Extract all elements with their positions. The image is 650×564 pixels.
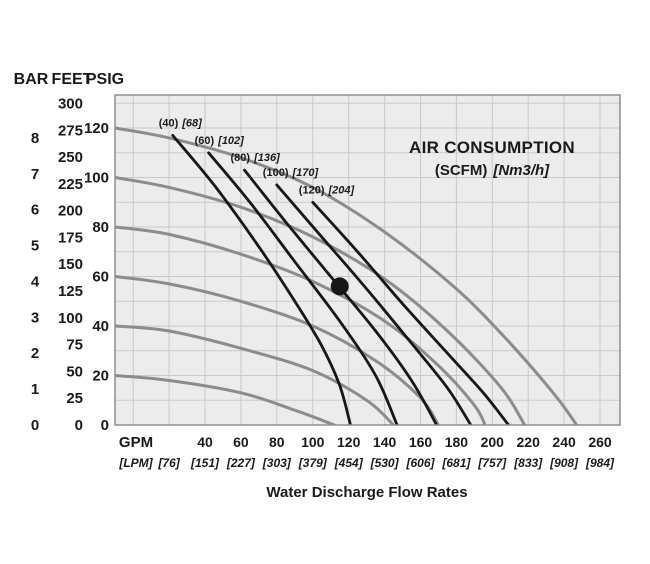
psig-tick-label: 0	[101, 417, 109, 434]
lpm-tick-label: [908]	[549, 456, 579, 470]
lpm-tick-label: [833]	[513, 456, 543, 470]
gpm-tick-label: 80	[269, 434, 285, 450]
air-curve-label: (100) [170]	[263, 167, 319, 179]
x-unit-gpm: GPM	[119, 434, 153, 451]
feet-tick-label: 100	[58, 310, 83, 327]
bar-tick-label: 1	[31, 381, 39, 398]
psig-tick-label: 20	[92, 368, 109, 385]
feet-tick-label: 175	[58, 230, 83, 247]
lpm-tick-label: [227]	[226, 456, 256, 470]
lpm-tick-label: [76]	[157, 456, 180, 470]
pressure-axis-header-feet: FEET	[52, 71, 93, 88]
pump-curve	[115, 225, 487, 425]
bar-tick-label: 5	[31, 238, 39, 255]
pump-curve	[115, 176, 527, 425]
pump-curve	[115, 374, 336, 425]
gpm-tick-label: 260	[588, 434, 612, 450]
pressure-axis-header-psig: PSIG	[86, 71, 124, 88]
feet-tick-label: 225	[58, 176, 83, 193]
gpm-tick-label: 100	[301, 434, 325, 450]
psig-tick-label: 120	[84, 120, 109, 137]
feet-tick-label: 150	[58, 256, 83, 273]
lpm-tick-label: [681]	[441, 456, 471, 470]
feet-tick-label: 50	[66, 363, 83, 380]
psig-tick-label: 40	[92, 318, 109, 335]
psig-tick-label: 60	[92, 269, 109, 286]
feet-tick-label: 200	[58, 203, 83, 220]
lpm-tick-label: [984]	[585, 456, 615, 470]
lpm-tick-label: [454]	[334, 456, 364, 470]
chart-subtitle-scfm: (SCFM)	[435, 162, 488, 179]
chart-title: AIR CONSUMPTION	[409, 138, 575, 157]
feet-tick-label: 275	[58, 122, 83, 139]
gpm-tick-label: 160	[409, 434, 433, 450]
bar-tick-label: 6	[31, 202, 39, 219]
air-curve-label: (60) [102]	[195, 135, 245, 147]
feet-tick-label: 250	[58, 149, 83, 166]
air-consumption-curve	[207, 151, 399, 425]
chart-subtitle-nm3h: [Nm3/h]	[492, 162, 550, 179]
feet-tick-label: 300	[58, 96, 83, 113]
lpm-tick-label: [606]	[405, 456, 435, 470]
gpm-tick-label: 180	[445, 434, 469, 450]
gpm-tick-label: 200	[481, 434, 505, 450]
psig-tick-label: 100	[84, 170, 109, 187]
pump-curve	[115, 324, 395, 425]
chart-subtitle: (SCFM) [Nm3/h]	[435, 162, 550, 179]
lpm-tick-label: [530]	[370, 456, 400, 470]
pump-curve	[115, 126, 579, 425]
bar-tick-label: 7	[31, 166, 39, 183]
bar-tick-label: 3	[31, 309, 39, 326]
lpm-tick-label: [379]	[298, 456, 328, 470]
feet-tick-label: 25	[66, 390, 83, 407]
lpm-tick-label: [757]	[477, 456, 507, 470]
lpm-tick-label: [151]	[190, 456, 220, 470]
lpm-tick-label: [303]	[262, 456, 292, 470]
air-consumption-curve	[243, 168, 438, 425]
air-consumption-curve	[311, 200, 510, 425]
pressure-axis-header-bar: BAR	[14, 71, 49, 88]
air-curve-label: (80) [136]	[231, 152, 281, 164]
gpm-tick-label: 40	[197, 434, 213, 450]
chart-generated-layer: (40) [68] (60) [102] (80) [136] (100) [170] (120…	[31, 94, 621, 470]
plot-border	[114, 94, 621, 426]
gpm-tick-label: 60	[233, 434, 249, 450]
feet-tick-label: 125	[58, 283, 83, 300]
gpm-tick-label: 140	[373, 434, 397, 450]
bar-tick-label: 8	[31, 130, 39, 147]
x-unit-lpm: [LPM]	[118, 456, 153, 470]
bar-tick-label: 2	[31, 345, 39, 362]
feet-tick-label: 0	[75, 417, 83, 434]
bar-tick-label: 0	[31, 417, 39, 434]
gpm-tick-label: 220	[517, 434, 541, 450]
gpm-tick-label: 120	[337, 434, 361, 450]
bar-tick-label: 4	[31, 273, 40, 290]
feet-tick-label: 75	[66, 337, 83, 354]
operating-point-marker	[330, 277, 349, 296]
air-consumption-curve	[275, 183, 473, 425]
curves-layer	[115, 126, 579, 425]
air-curve-label: (120) [204]	[299, 184, 355, 196]
gpm-tick-label: 240	[552, 434, 576, 450]
air-curve-label: (40) [68]	[159, 117, 202, 129]
air-consumption-curve	[171, 134, 352, 425]
x-axis-title: Water Discharge Flow Rates	[266, 484, 467, 501]
psig-tick-label: 80	[92, 219, 109, 236]
